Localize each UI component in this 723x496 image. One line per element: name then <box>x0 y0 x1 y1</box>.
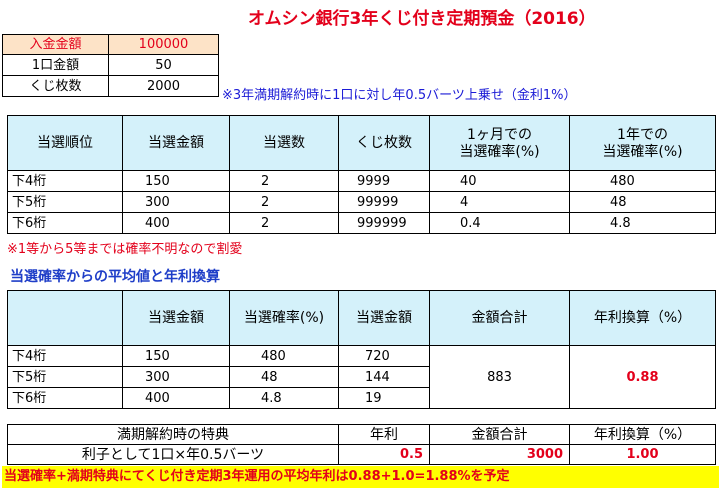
benefit-total: 3000 <box>429 444 570 465</box>
header-monthly-prob: 1ヶ月での 当選確率(%) <box>429 115 570 171</box>
table-row: 利子として1口×年0.5バーツ 0.5 3000 1.00 <box>7 444 716 465</box>
header-blank <box>7 290 123 346</box>
cell-monthly: 0.4 <box>429 212 570 234</box>
header-expected: 当選金額 <box>338 290 430 346</box>
header-tickets: くじ枚数 <box>338 115 430 171</box>
header-benefit: 満期解約時の特典 <box>7 424 339 445</box>
header-total: 金額合計 <box>429 290 570 346</box>
bonus-note: ※3年満期解約時に1口に対し年0.5バーツ上乗せ（金利1%） <box>222 88 577 103</box>
table-row: 下6桁 400 2 999999 0.4 4.8 <box>7 212 716 234</box>
cell-expected: 720 <box>338 345 430 367</box>
cell-rank: 下5桁 <box>7 366 123 388</box>
header-rate: 年利 <box>338 424 430 445</box>
cell-monthly: 40 <box>429 170 570 192</box>
conclusion-banner: 当選確率+満期特典にてくじ付き定期3年運用の平均年利は0.88+1.0=1.88… <box>2 466 719 488</box>
benefit-rate: 0.5 <box>338 444 430 465</box>
cell-rank: 下4桁 <box>7 345 123 367</box>
summary-label: くじ枚数 <box>2 75 109 97</box>
cell-amount: 150 <box>122 170 230 192</box>
header-annual: 年利換算（%） <box>569 424 716 445</box>
summary-value: 50 <box>108 54 219 76</box>
table-row: 下6桁 400 4.8 19 <box>7 387 716 409</box>
cell-probability: 48 <box>229 366 339 388</box>
header-amount: 当選金額 <box>122 290 230 346</box>
annual-rate: 0.88 <box>569 345 716 409</box>
cell-amount: 300 <box>122 191 230 213</box>
header-rank: 当選順位 <box>7 115 123 171</box>
summary-value: 2000 <box>108 75 219 97</box>
summary-row-deposit: 入金金額 100000 <box>2 34 219 55</box>
cell-yearly: 48 <box>569 191 716 213</box>
cell-rank: 下4桁 <box>7 170 123 192</box>
cell-tickets: 99999 <box>338 191 430 213</box>
page-title: オムシン銀行3年くじ付き定期預金（2016） <box>248 9 596 29</box>
cell-probability: 480 <box>229 345 339 367</box>
summary-value: 100000 <box>108 34 219 55</box>
cell-amount: 150 <box>122 345 230 367</box>
cell-tickets: 9999 <box>338 170 430 192</box>
summary-label: 入金金額 <box>2 34 109 55</box>
prize-table: 当選順位 当選金額 当選数 くじ枚数 1ヶ月での 当選確率(%) 1年での 当選… <box>7 115 716 234</box>
prize-header-row: 当選順位 当選金額 当選数 くじ枚数 1ヶ月での 当選確率(%) 1年での 当選… <box>7 115 716 171</box>
maturity-header-row: 満期解約時の特典 年利 金額合計 年利換算（%） <box>7 424 716 445</box>
cell-yearly: 480 <box>569 170 716 192</box>
header-total: 金額合計 <box>429 424 570 445</box>
header-probability: 当選確率(%) <box>229 290 339 346</box>
header-line: 1年での <box>617 126 668 143</box>
header-line: 1ヶ月での <box>467 126 532 143</box>
cell-tickets: 999999 <box>338 212 430 234</box>
cell-yearly: 4.8 <box>569 212 716 234</box>
cell-expected: 19 <box>338 387 430 409</box>
header-yearly-prob: 1年での 当選確率(%) <box>569 115 716 171</box>
section-title: 当選確率からの平均値と年利換算 <box>10 269 220 285</box>
cell-monthly: 4 <box>429 191 570 213</box>
summary-label: 1口金額 <box>2 54 109 76</box>
benefit-annual: 1.00 <box>569 444 716 465</box>
cell-rank: 下6桁 <box>7 387 123 409</box>
summary-table: 入金金額 100000 1口金額 50 くじ枚数 2000 <box>2 34 219 97</box>
prize-footnote: ※1等から5等までは確率不明なので割愛 <box>7 242 243 257</box>
cell-winners: 2 <box>229 191 339 213</box>
header-line: 当選確率(%) <box>602 143 683 160</box>
cell-rank: 下5桁 <box>7 191 123 213</box>
cell-expected: 144 <box>338 366 430 388</box>
cell-amount: 400 <box>122 387 230 409</box>
table-row: 下4桁 150 2 9999 40 480 <box>7 170 716 192</box>
summary-row-unit: 1口金額 50 <box>2 54 219 76</box>
header-winners: 当選数 <box>229 115 339 171</box>
cell-amount: 300 <box>122 366 230 388</box>
average-header-row: 当選金額 当選確率(%) 当選金額 金額合計 年利換算（%） <box>7 290 716 346</box>
table-row: 下4桁 150 480 720 883 0.88 <box>7 345 716 409</box>
cell-winners: 2 <box>229 212 339 234</box>
maturity-table: 満期解約時の特典 年利 金額合計 年利換算（%） 利子として1口×年0.5バーツ… <box>7 424 716 465</box>
total-amount: 883 <box>429 345 570 409</box>
cell-amount: 400 <box>122 212 230 234</box>
header-line: 当選確率(%) <box>459 143 540 160</box>
cell-probability: 4.8 <box>229 387 339 409</box>
table-row: 下5桁 300 2 99999 4 48 <box>7 191 716 213</box>
cell-rank: 下6桁 <box>7 212 123 234</box>
cell-winners: 2 <box>229 170 339 192</box>
average-table: 当選金額 当選確率(%) 当選金額 金額合計 年利換算（%） 下4桁 150 4… <box>7 290 716 409</box>
header-amount: 当選金額 <box>122 115 230 171</box>
summary-row-tickets: くじ枚数 2000 <box>2 75 219 97</box>
header-annual: 年利換算（%） <box>569 290 716 346</box>
benefit-label: 利子として1口×年0.5バーツ <box>7 444 339 465</box>
